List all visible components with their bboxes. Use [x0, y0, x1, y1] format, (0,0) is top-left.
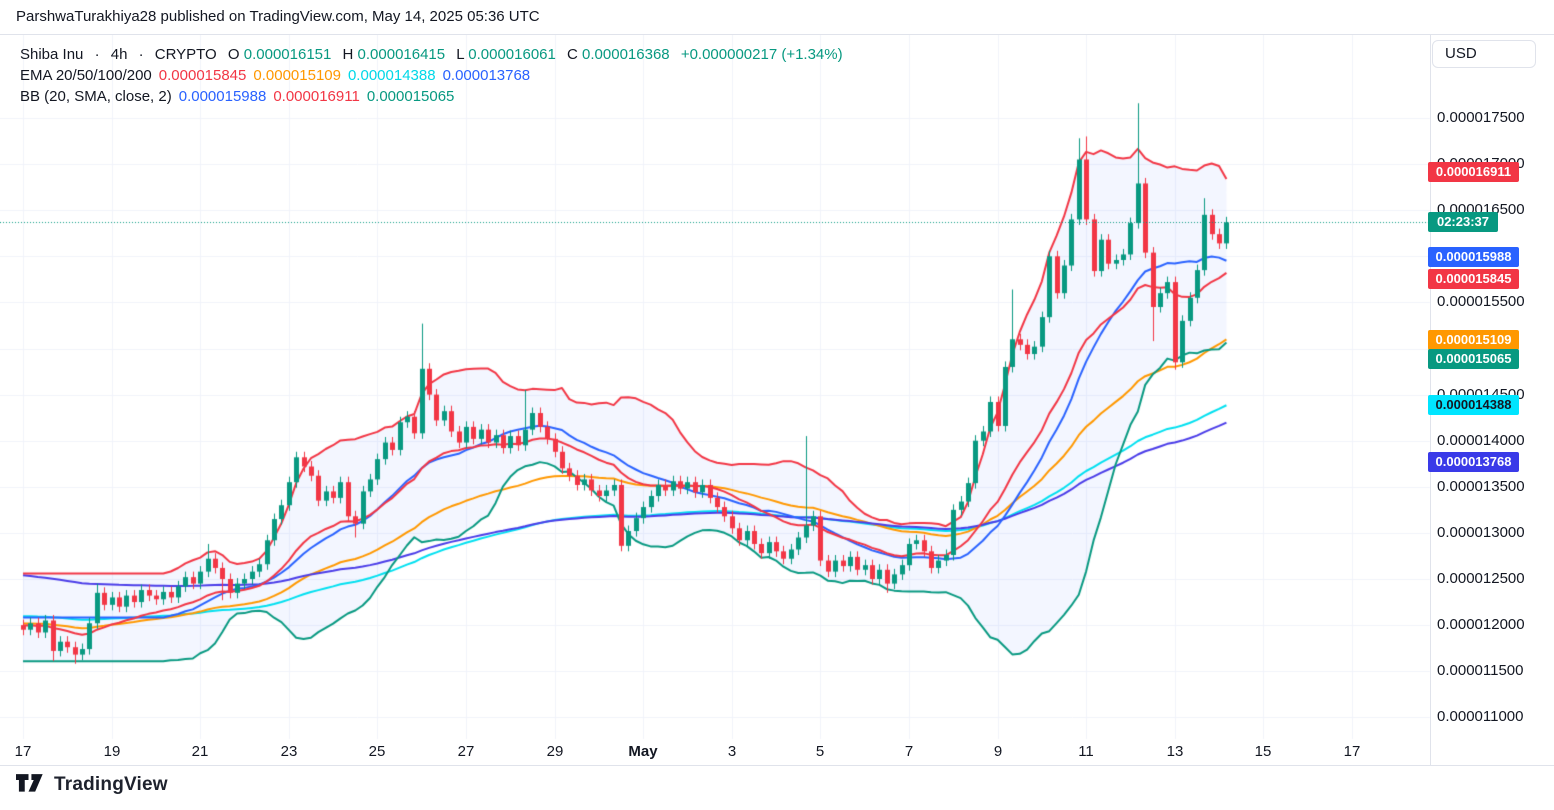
time-axis-label: 13 — [1166, 743, 1184, 760]
publish-line: ParshwaTurakhiya28 published on TradingV… — [0, 0, 1554, 35]
price-axis-label: 0.000012500 — [1437, 570, 1525, 587]
ema-value: 0.000015845 — [158, 67, 247, 84]
price-axis-label: 0.000017500 — [1437, 109, 1525, 126]
time-axis-label: 3 — [727, 743, 737, 760]
open-value: 0.000016151 — [243, 46, 332, 63]
price-axis-label: 0.000015500 — [1437, 293, 1525, 311]
high-label: H — [342, 46, 354, 63]
high-value: 0.000016415 — [357, 46, 446, 63]
time-axis-label: May — [628, 743, 658, 760]
symbol-title: Shiba Inu — [20, 46, 84, 63]
price-axis-label: 0.000011500 — [1437, 662, 1524, 680]
ema-values: 0.000015845 0.000015109 0.000014388 0.00001… — [159, 67, 537, 84]
bb-value: 0.000015988 — [178, 88, 267, 105]
price-axis-label: 0.000014000 — [1437, 431, 1525, 449]
price-axis-label: 0.000011000 — [1437, 708, 1524, 726]
time-axis-label: 21 — [191, 743, 209, 760]
change-value: +0.000000217 (+1.34%) — [680, 46, 843, 63]
ema50-badge: 0.000015109 — [1428, 330, 1519, 350]
ema-value: 0.000013768 — [442, 67, 531, 84]
currency-toggle-button[interactable]: USD — [1432, 40, 1536, 68]
ema-value: 0.000015109 — [253, 67, 341, 84]
ema-value: 0.000014388 — [347, 67, 436, 84]
tradingview-logo-text: TradingView — [54, 774, 168, 795]
ema100-badge: 0.000014388 — [1428, 395, 1519, 415]
bb-basis-badge: 0.000015988 — [1428, 247, 1519, 267]
price-axis-label: 0.000012000 — [1437, 616, 1525, 634]
time-axis-label: 9 — [993, 743, 1003, 760]
time-axis-label: 11 — [1078, 743, 1094, 760]
time-axis-label: 7 — [904, 743, 914, 760]
time-axis-label: 25 — [368, 743, 386, 760]
ema20-badge: 0.000015845 — [1428, 269, 1519, 289]
chart-legend: Shiba Inu · 4h · CRYPTO O 0.000016151 H … — [20, 44, 850, 107]
time-axis-label: 27 — [457, 743, 475, 760]
bb-lower-badge: 0.000015065 — [1428, 349, 1519, 369]
time-axis-label: 15 — [1254, 743, 1272, 760]
time-axis-label: 17 — [1343, 743, 1361, 760]
bb-values: 0.000015988 0.000016911 0.000015065 — [179, 88, 462, 105]
tradingview-logo[interactable]: TradingView — [16, 774, 168, 796]
close-value: 0.000016368 — [582, 46, 670, 63]
time-axis-label: 17 — [14, 743, 32, 760]
symbol-interval: 4h — [110, 46, 128, 63]
time-axis-label: 29 — [546, 743, 564, 760]
time-axis-divider — [0, 765, 1554, 766]
price-axis-label: 0.000013500 — [1437, 477, 1525, 495]
countdown-badge: 02:23:37 — [1428, 212, 1498, 232]
bb-label: BB (20, SMA, close, 2) — [20, 88, 172, 105]
ema-label: EMA 20/50/100/200 — [20, 67, 152, 84]
bb-value: 0.000016911 — [273, 88, 360, 105]
bb-value: 0.000015065 — [366, 88, 455, 105]
time-axis-label: 5 — [815, 743, 825, 760]
open-label: O — [227, 46, 240, 63]
ema200-badge: 0.000013768 — [1428, 452, 1519, 472]
separator-dot: · — [94, 46, 100, 63]
separator-dot: · — [138, 46, 144, 63]
time-axis-label: 23 — [280, 743, 298, 760]
tradingview-logo-icon — [16, 774, 43, 792]
symbol-exchange: CRYPTO — [154, 46, 217, 63]
close-label: C — [567, 46, 578, 63]
bb-upper-badge: 0.000016911 — [1428, 162, 1519, 182]
symbol-row[interactable]: Shiba Inu · 4h · CRYPTO O 0.000016151 H … — [20, 44, 850, 65]
price-axis-label: 0.000013000 — [1437, 523, 1525, 541]
bb-indicator-row[interactable]: BB (20, SMA, close, 2) 0.000015988 0.00001… — [20, 86, 850, 107]
low-label: L — [456, 46, 465, 63]
time-axis-label: 19 — [103, 743, 121, 760]
low-value: 0.000016061 — [468, 46, 556, 63]
ema-indicator-row[interactable]: EMA 20/50/100/200 0.000015845 0.000015109 0… — [20, 65, 850, 86]
